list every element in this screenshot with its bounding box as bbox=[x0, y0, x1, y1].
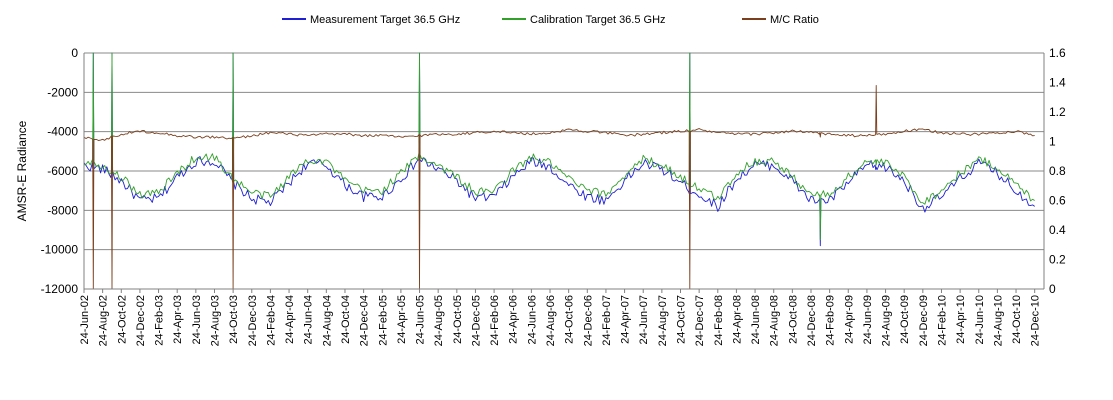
x-tick-label: 24-Jun-07 bbox=[638, 295, 650, 345]
y2-tick-label: 0.6 bbox=[1049, 194, 1066, 208]
x-tick-label: 24-Jun-05 bbox=[415, 295, 427, 345]
y2-tick-label: 1.2 bbox=[1049, 105, 1066, 119]
x-tick-label: 24-Oct-03 bbox=[228, 295, 240, 344]
plot-area bbox=[83, 52, 1035, 290]
x-tick-label: 24-Oct-08 bbox=[787, 295, 799, 344]
y2-tick-label: 0 bbox=[1049, 282, 1056, 296]
x-tick-label: 24-Feb-05 bbox=[377, 295, 389, 346]
y-tick-label: -8000 bbox=[47, 203, 78, 217]
x-tick-label: 24-Apr-03 bbox=[172, 295, 184, 344]
series-line-mc-ratio bbox=[83, 85, 1035, 290]
x-tick-label: 24-Jun-04 bbox=[303, 295, 315, 345]
legend-label: Measurement Target 36.5 GHz bbox=[310, 14, 460, 26]
x-tick-label: 24-Apr-09 bbox=[843, 295, 855, 344]
x-tick-label: 24-Dec-02 bbox=[135, 295, 147, 346]
x-tick-label: 24-Aug-10 bbox=[992, 295, 1004, 346]
x-tick-label: 24-Aug-08 bbox=[769, 295, 781, 346]
x-tick-label: 24-Apr-06 bbox=[508, 295, 520, 344]
x-tick-label: 24-Feb-10 bbox=[936, 295, 948, 346]
x-tick-label: 24-Dec-08 bbox=[806, 295, 818, 346]
x-tick-label: 24-Dec-04 bbox=[359, 295, 371, 346]
x-tick-label: 24-Oct-06 bbox=[564, 295, 576, 344]
y2-tick-label: 1.6 bbox=[1049, 46, 1066, 60]
x-tick-label: 24-Dec-06 bbox=[582, 295, 594, 346]
x-tick-label: 24-Apr-08 bbox=[731, 295, 743, 344]
x-tick-label: 24-Feb-03 bbox=[154, 295, 166, 346]
x-tick-label: 24-Aug-02 bbox=[98, 295, 110, 346]
x-tick-label: 24-Jun-03 bbox=[191, 295, 203, 345]
x-tick-label: 24-Apr-05 bbox=[396, 295, 408, 344]
x-tick-label: 24-Feb-06 bbox=[489, 295, 501, 346]
x-tick-label: 24-Aug-07 bbox=[657, 295, 669, 346]
x-tick-label: 24-Feb-04 bbox=[265, 295, 277, 346]
x-tick-label: 24-Dec-05 bbox=[470, 295, 482, 346]
y2-tick-label: 1.4 bbox=[1049, 76, 1066, 90]
x-tick-label: 24-Dec-07 bbox=[694, 295, 706, 346]
x-tick-label: 24-Aug-04 bbox=[321, 295, 333, 346]
y2-tick-label: 0.4 bbox=[1049, 223, 1066, 237]
y-axis-label: AMSR-E Radiance bbox=[15, 120, 29, 221]
x-tick-label: 24-Jun-09 bbox=[862, 295, 874, 345]
y-tick-label: -2000 bbox=[47, 85, 78, 99]
x-tick-label: 24-Apr-04 bbox=[284, 295, 296, 344]
x-tick-label: 24-Oct-07 bbox=[676, 295, 688, 344]
y-tick-label: 0 bbox=[71, 46, 78, 60]
y-tick-label: -10000 bbox=[41, 243, 79, 257]
x-tick-label: 24-Aug-06 bbox=[545, 295, 557, 346]
legend: Measurement Target 36.5 GHz Calibration T… bbox=[282, 14, 819, 26]
x-tick-label: 24-Apr-07 bbox=[620, 295, 632, 344]
y-tick-label: -6000 bbox=[47, 164, 78, 178]
x-tick-label: 24-Dec-03 bbox=[247, 295, 259, 346]
x-tick-label: 24-Jun-08 bbox=[750, 295, 762, 345]
y-tick-label: -4000 bbox=[47, 125, 78, 139]
axes: 0 -2000 -4000 -6000 -8000 -10000 -12000 1.6 1.4 1… bbox=[41, 46, 1066, 346]
x-tick-label: 24-Apr-10 bbox=[955, 295, 967, 344]
y2-tick-label: 1 bbox=[1049, 135, 1056, 149]
x-tick-label: 24-Feb-08 bbox=[713, 295, 725, 346]
x-tick-label: 24-Feb-09 bbox=[825, 295, 837, 346]
y-tick-label: -12000 bbox=[41, 282, 79, 296]
series-line-calibration-target bbox=[83, 52, 1035, 241]
x-tick-label: 24-Aug-05 bbox=[433, 295, 445, 346]
x-tick-label: 24-Oct-09 bbox=[899, 295, 911, 344]
x-tick-label: 24-Aug-03 bbox=[209, 295, 221, 346]
x-tick-label: 24-Dec-09 bbox=[918, 295, 930, 346]
x-tick-label: 24-Oct-05 bbox=[452, 295, 464, 344]
x-tick-label: 24-Feb-07 bbox=[601, 295, 613, 346]
x-tick-label: 24-Jun-06 bbox=[526, 295, 538, 345]
x-tick-label: 24-Oct-10 bbox=[1011, 295, 1023, 344]
y2-tick-label: 0.8 bbox=[1049, 164, 1066, 178]
x-tick-label: 24-Aug-09 bbox=[881, 295, 893, 346]
x-tick-label: 24-Oct-02 bbox=[116, 295, 128, 344]
x-tick-label: 24-Jun-02 bbox=[79, 295, 91, 345]
gridlines bbox=[84, 52, 1044, 290]
series-line-measurement-target bbox=[83, 52, 1035, 247]
x-tick-label: 24-Oct-04 bbox=[340, 295, 352, 344]
x-tick-label: 24-Jun-10 bbox=[974, 295, 986, 345]
legend-label: Calibration Target 36.5 GHz bbox=[530, 14, 666, 26]
x-tick-label: 24-Dec-10 bbox=[1030, 295, 1042, 346]
legend-label: M/C Ratio bbox=[770, 14, 819, 26]
y2-tick-label: 0.2 bbox=[1049, 253, 1066, 267]
